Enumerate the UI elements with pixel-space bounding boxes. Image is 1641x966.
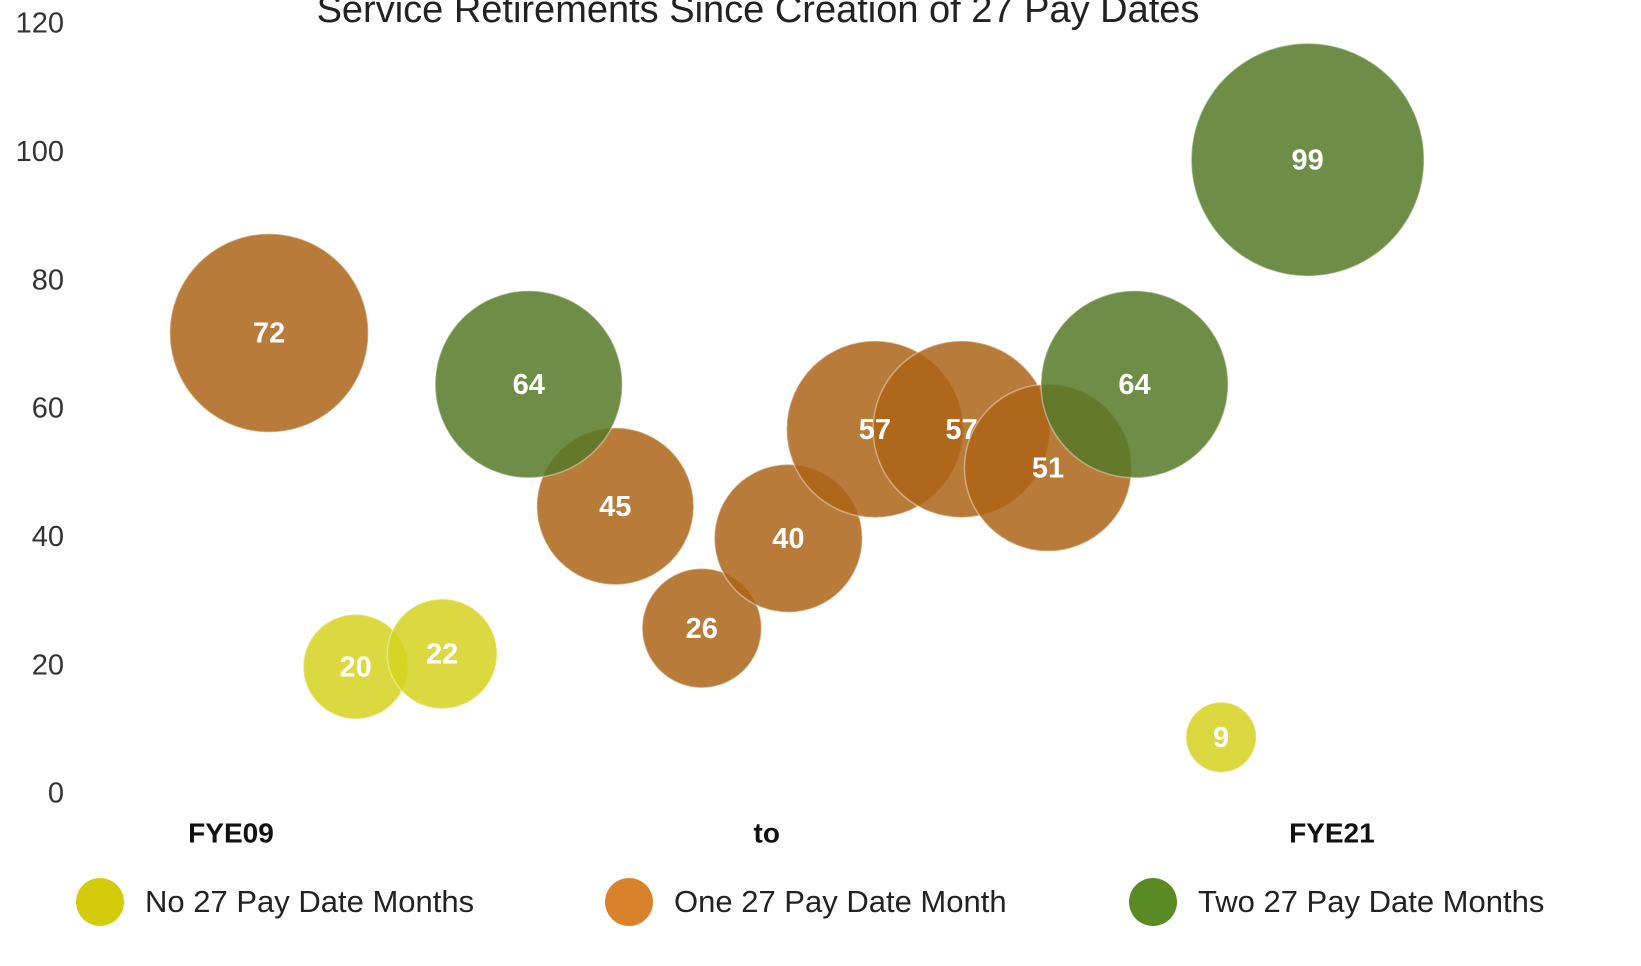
- bubble: [386, 598, 498, 710]
- x-tick-label: FYE09: [188, 817, 274, 848]
- x-tick-label: to: [754, 817, 780, 848]
- legend-label: No 27 Pay Date Months: [145, 884, 474, 919]
- legend-label: Two 27 Pay Date Months: [1198, 884, 1544, 919]
- legend-label: One 27 Pay Date Month: [674, 884, 1007, 919]
- x-tick-label: FYE21: [1289, 817, 1375, 848]
- data-label: 64: [1118, 369, 1150, 401]
- data-label: 64: [513, 369, 545, 401]
- y-tick-label: 20: [32, 649, 64, 681]
- data-label: 40: [772, 523, 804, 555]
- legend-marker: [1129, 878, 1177, 926]
- bubble: [1185, 701, 1257, 774]
- data-label: 51: [1032, 452, 1064, 484]
- bubble: [434, 289, 624, 479]
- data-label: 22: [426, 638, 458, 670]
- y-tick-label: 120: [16, 8, 64, 40]
- bubble: [1190, 42, 1425, 277]
- bubble: [1040, 289, 1229, 479]
- legend-marker: [76, 878, 124, 926]
- y-tick-label: 80: [32, 264, 64, 296]
- bubble: [641, 567, 763, 689]
- y-tick-label: 100: [16, 136, 64, 168]
- data-label: 20: [339, 651, 371, 683]
- chart-title: Service Retirements Since Creation of 27…: [317, 0, 1200, 31]
- legend-marker: [605, 878, 653, 926]
- bubble: [169, 232, 370, 434]
- y-tick-label: 0: [48, 778, 64, 810]
- data-label: 72: [253, 318, 285, 350]
- data-label: 57: [859, 414, 891, 446]
- bubble: [536, 427, 695, 586]
- data-label: 99: [1292, 144, 1324, 176]
- data-label: 26: [686, 613, 718, 645]
- data-label: 9: [1213, 722, 1229, 754]
- data-label: 45: [599, 491, 631, 523]
- data-label: 57: [945, 414, 977, 446]
- y-tick-label: 40: [32, 521, 64, 553]
- y-tick-label: 60: [32, 393, 64, 425]
